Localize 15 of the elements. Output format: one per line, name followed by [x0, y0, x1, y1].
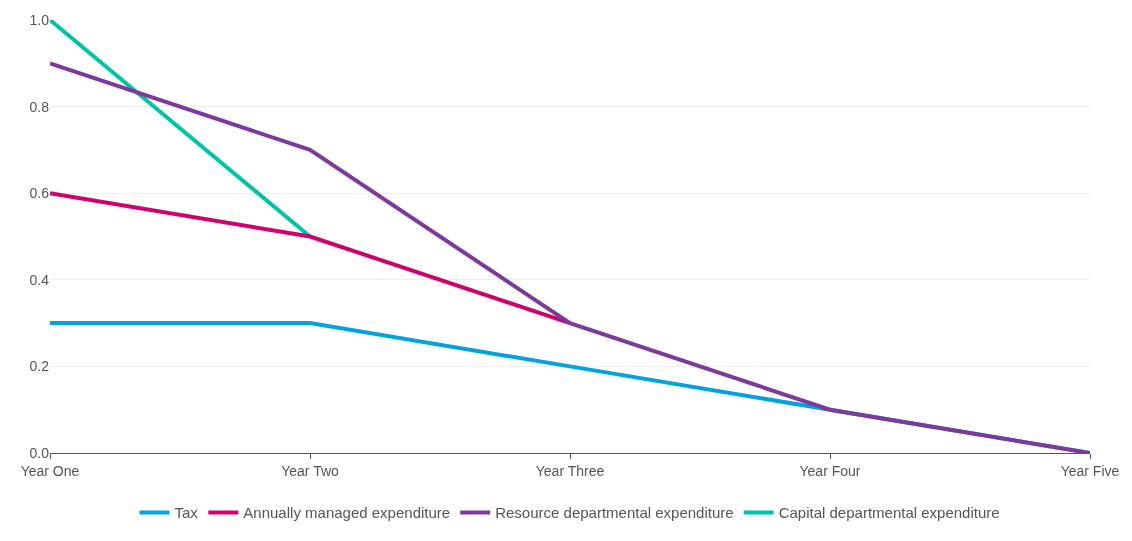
x-tick-label: Year Five	[1060, 462, 1120, 479]
x-tick-label: Year Three	[535, 462, 605, 479]
y-tick-label: 0.2	[29, 358, 50, 375]
legend-label: Annually managed expenditure	[243, 504, 451, 522]
y-tick-label: 0.4	[29, 271, 50, 288]
y-tick-label: 1.0	[29, 11, 50, 28]
y-tick-label: 0.6	[29, 185, 50, 202]
x-tick-label: Year Four	[799, 462, 861, 479]
legend-label: Tax	[174, 504, 199, 522]
legend-label: Capital departmental expenditure	[778, 504, 1000, 522]
legend-label: Resource departmental expenditure	[495, 504, 734, 522]
y-tick-label: 0.0	[29, 444, 50, 461]
x-tick-label: Year One	[20, 462, 80, 479]
x-tick-label: Year Two	[281, 462, 340, 479]
y-tick-label: 0.8	[29, 98, 50, 115]
